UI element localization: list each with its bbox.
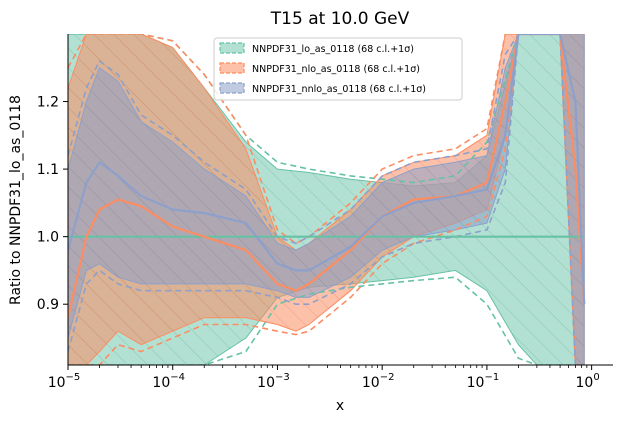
x-tick-base: 10: [48, 375, 66, 391]
x-tick-label: 10−2: [362, 372, 395, 391]
x-tick-base: 10: [467, 375, 485, 391]
x-tick-base: 10: [152, 375, 170, 391]
lower-1sigma-line-2: [68, 34, 585, 365]
x-tick-exponent: 0: [593, 372, 599, 383]
legend: NNPDF31_lo_as_0118 (68 c.l.+1σ) NNPDF31_n…: [213, 37, 463, 101]
legend-swatch-2: [219, 82, 245, 94]
legend-swatch-0: [219, 42, 245, 54]
chart-title: T15 at 10.0 GeV: [270, 9, 410, 29]
x-axis-ticks: 10−5 10−4 10−3 10−2 10−1 100: [48, 365, 600, 391]
legend-label-1: NNPDF31_nlo_as_0118 (68 c.l.+1σ): [252, 64, 420, 75]
series-lines: [68, 34, 586, 365]
x-axis-label: x: [336, 398, 344, 414]
x-tick-exponent: −5: [66, 372, 81, 383]
x-tick-exponent: −4: [170, 372, 185, 383]
y-tick-label: 1.0: [37, 230, 59, 246]
y-tick-label: 0.9: [37, 297, 59, 313]
x-tick-label: 10−1: [467, 372, 500, 391]
x-tick-base: 10: [257, 375, 275, 391]
uncertainty-bands: [68, 34, 585, 365]
central-line-1: [68, 34, 586, 318]
legend-swatch-1: [219, 62, 245, 74]
band-hatch-2: [68, 34, 585, 365]
upper-1sigma-line-2: [68, 34, 585, 245]
y-tick-label: 1.2: [37, 95, 59, 111]
legend-label-0: NNPDF31_lo_as_0118 (68 c.l.+1σ): [252, 44, 414, 55]
y-tick-label: 1.1: [37, 162, 59, 178]
x-tick-base: 10: [576, 375, 594, 391]
central-line-2: [68, 34, 586, 305]
x-tick-label: 10−3: [257, 372, 290, 391]
x-tick-exponent: −3: [275, 372, 290, 383]
x-tick-label: 10−5: [48, 372, 81, 391]
x-tick-label: 10−4: [152, 372, 185, 391]
x-tick-label: 100: [576, 372, 600, 391]
x-tick-exponent: −1: [484, 372, 499, 383]
x-tick-exponent: −2: [380, 372, 395, 383]
lower-1sigma-line-1: [68, 34, 585, 365]
legend-label-2: NNPDF31_nnlo_as_0118 (68 c.l.+1σ): [252, 84, 426, 95]
x-tick-base: 10: [362, 375, 380, 391]
y-axis-label: Ratio to NNPDF31_lo_as_0118: [8, 95, 24, 305]
legend-box: [213, 37, 463, 101]
y-axis-ticks: 0.9 1.0 1.1 1.2: [37, 95, 68, 313]
